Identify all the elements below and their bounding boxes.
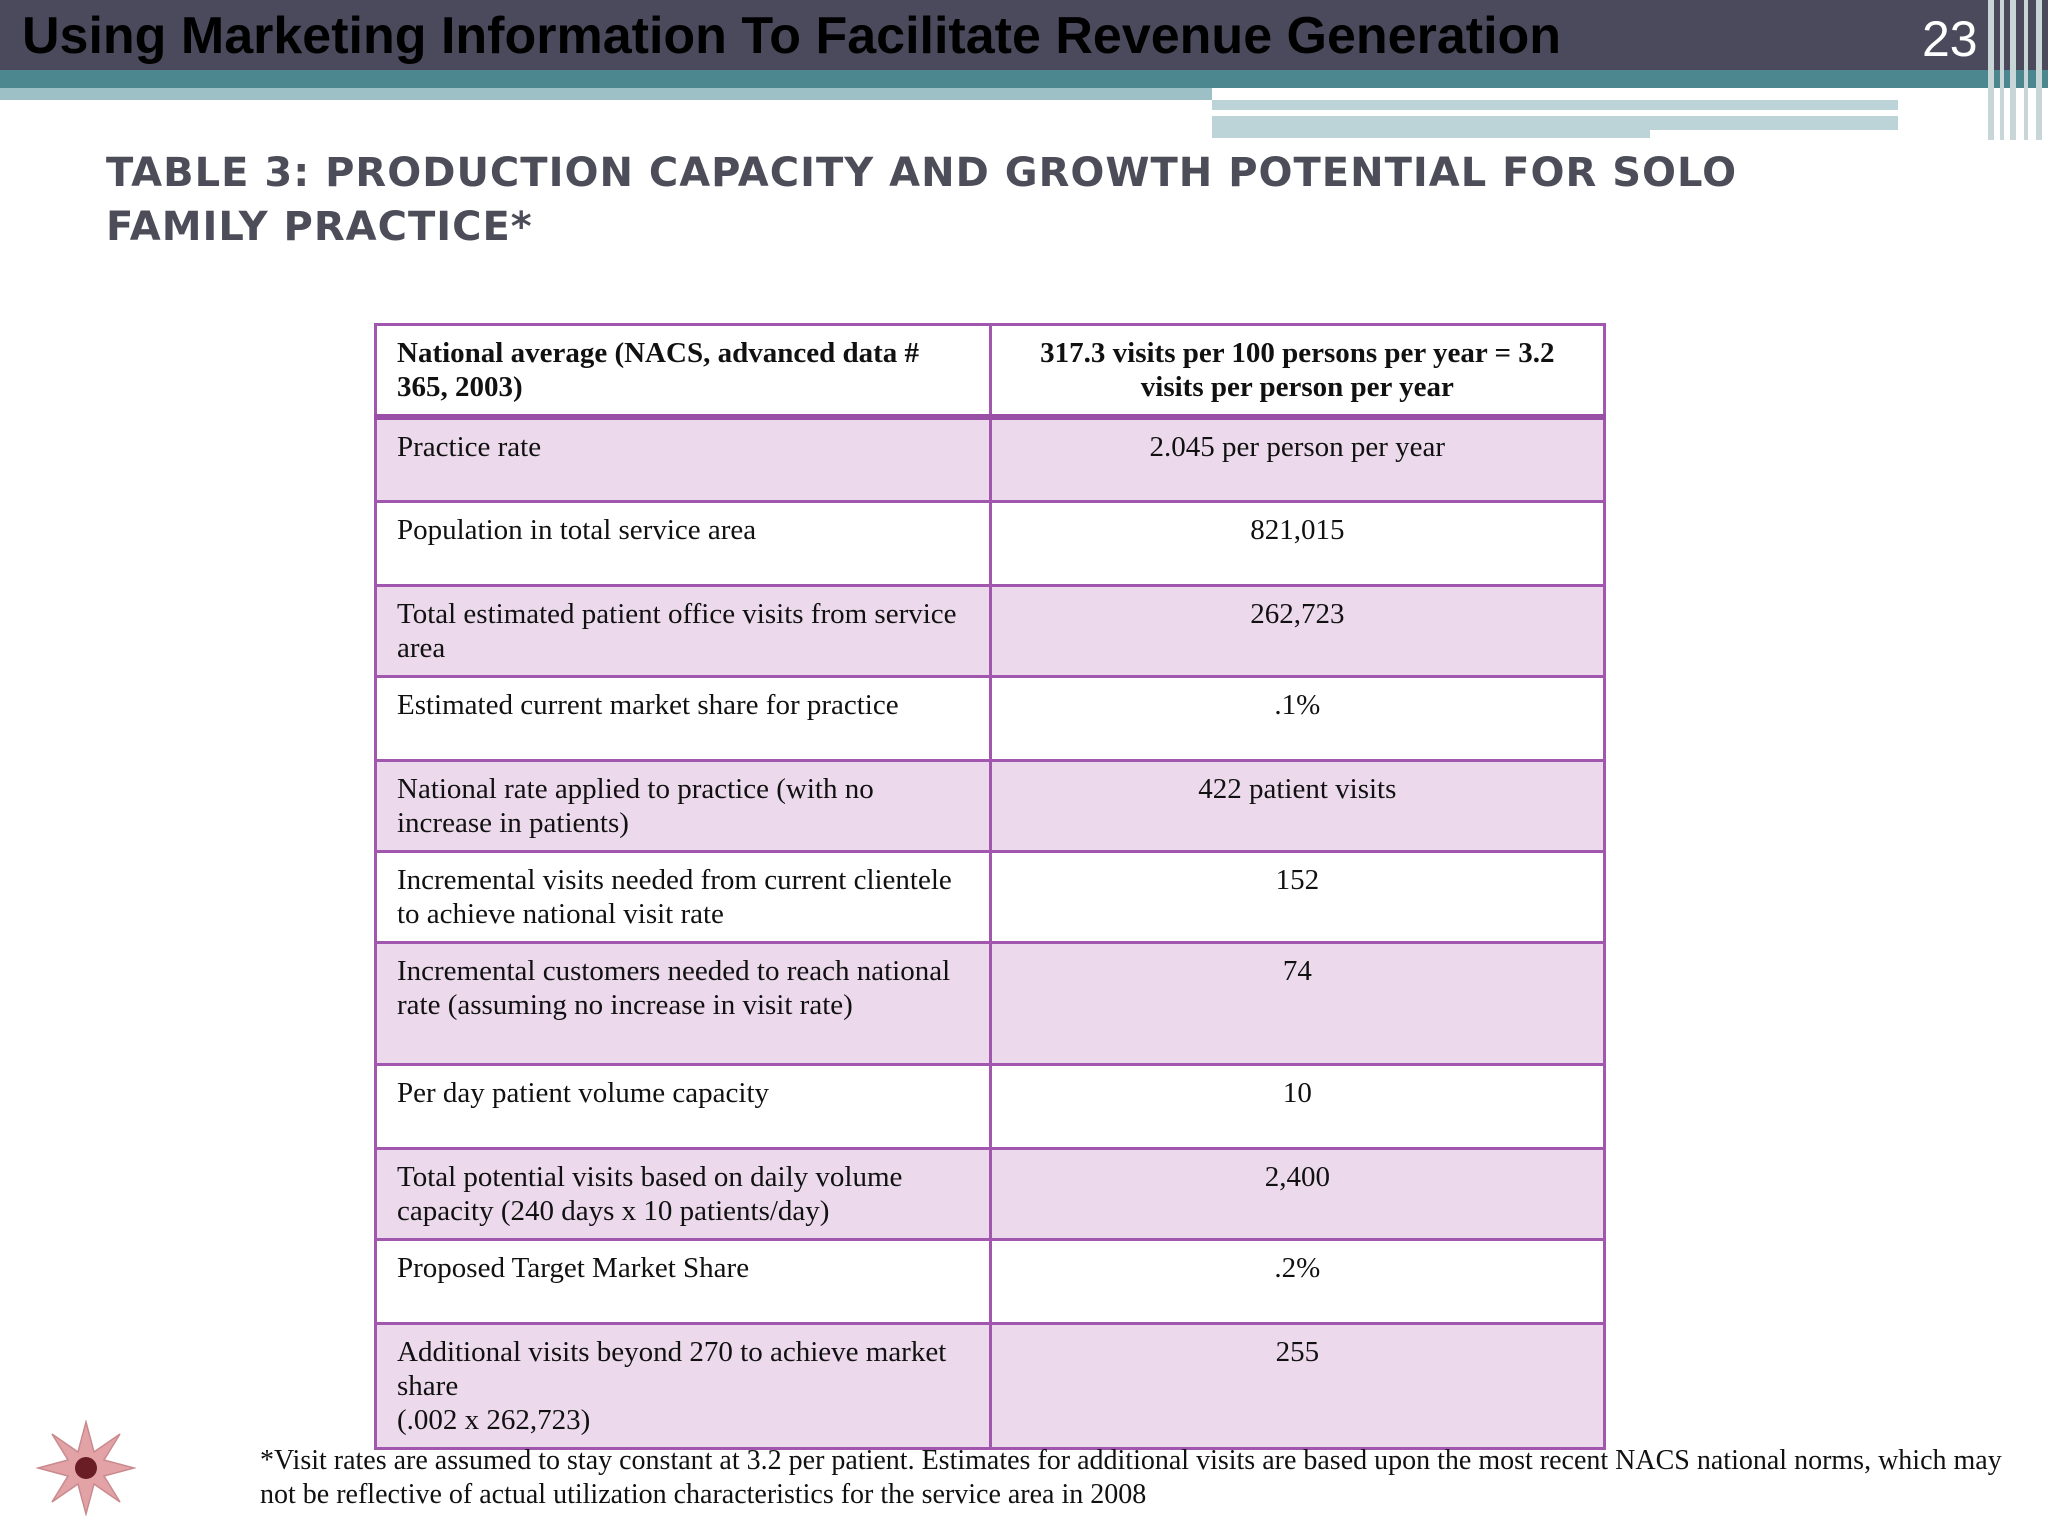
table-header-value: 317.3 visits per 100 persons per year = … <box>988 323 1607 420</box>
row-label: Per day patient volume capacity <box>374 1062 992 1150</box>
header-stripe <box>1212 110 1898 116</box>
table-row: Incremental visits needed from current c… <box>374 849 1607 944</box>
row-label: Proposed Target Market Share <box>374 1237 992 1325</box>
row-label-line: Additional visits beyond 270 to achieve … <box>397 1335 947 1402</box>
row-value: 255 <box>988 1321 1607 1450</box>
table-row: Proposed Target Market Share .2% <box>374 1237 1607 1325</box>
decorative-bar <box>2036 0 2042 140</box>
presentation-title: Using Marketing Information To Facilitat… <box>22 7 1562 65</box>
row-label: Incremental visits needed from current c… <box>374 849 992 944</box>
row-value: .1% <box>988 674 1607 762</box>
table-header-row: National average (NACS, advanced data # … <box>374 323 1607 420</box>
row-label-formula: (.002 x 262,723) <box>397 1403 591 1436</box>
decorative-bar <box>1988 0 1994 140</box>
starburst-icon <box>36 1420 136 1516</box>
row-value: 10 <box>988 1062 1607 1150</box>
slide-number: 23 <box>1922 11 1978 67</box>
row-label: Incremental customers needed to reach na… <box>374 940 992 1066</box>
table-row: Estimated current market share for pract… <box>374 674 1607 762</box>
row-value: 2.045 per person per year <box>988 415 1607 503</box>
row-label: Practice rate <box>374 415 992 503</box>
table-row: Incremental customers needed to reach na… <box>374 940 1607 1066</box>
row-value: .2% <box>988 1237 1607 1325</box>
header-stripe <box>0 70 2048 88</box>
row-label: Population in total service area <box>374 499 992 587</box>
header-band: Using Marketing Information To Facilitat… <box>0 0 2048 70</box>
table-row: Total estimated patient office visits fr… <box>374 583 1607 678</box>
row-label: Total estimated patient office visits fr… <box>374 583 992 678</box>
row-value: 821,015 <box>988 499 1607 587</box>
table-row: Total potential visits based on daily vo… <box>374 1146 1607 1241</box>
table-row: National rate applied to practice (with … <box>374 758 1607 853</box>
row-label: Additional visits beyond 270 to achieve … <box>374 1321 992 1450</box>
decorative-bar <box>2000 0 2004 140</box>
header-stripe <box>1650 130 2010 138</box>
table-row: Additional visits beyond 270 to achieve … <box>374 1321 1607 1450</box>
decorative-bar <box>2010 0 2016 140</box>
row-value: 2,400 <box>988 1146 1607 1241</box>
row-value: 152 <box>988 849 1607 944</box>
row-value: 74 <box>988 940 1607 1066</box>
row-value: 262,723 <box>988 583 1607 678</box>
row-label: National rate applied to practice (with … <box>374 758 992 853</box>
row-value: 422 patient visits <box>988 758 1607 853</box>
slide-title: TABLE 3: PRODUCTION CAPACITY AND GROWTH … <box>106 150 1738 250</box>
footnote: *Visit rates are assumed to stay constan… <box>260 1445 2002 1510</box>
table-row: Per day patient volume capacity 10 <box>374 1062 1607 1150</box>
table-row: Population in total service area 821,015 <box>374 499 1607 587</box>
decorative-bar <box>2024 0 2028 140</box>
table-row: Practice rate 2.045 per person per year <box>374 415 1607 503</box>
table-header-label: National average (NACS, advanced data # … <box>374 323 992 420</box>
row-label: Estimated current market share for pract… <box>374 674 992 762</box>
capacity-table: National average (NACS, advanced data # … <box>374 323 1607 1450</box>
header-stripe <box>0 88 1212 100</box>
row-label: Total potential visits based on daily vo… <box>374 1146 992 1241</box>
